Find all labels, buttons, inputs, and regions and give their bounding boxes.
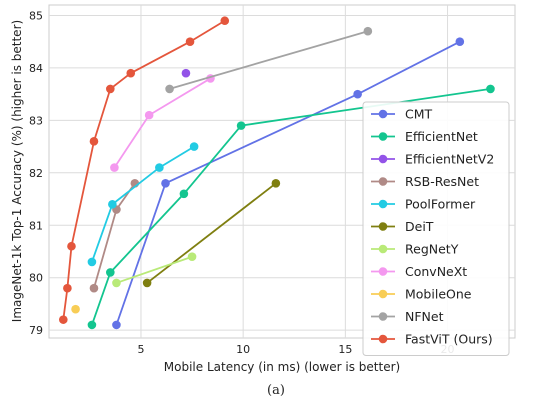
- legend: CMT EfficientNet EfficientNetV2 RSB-ResNet P…: [362, 101, 510, 356]
- x-tick-label: 5: [137, 343, 144, 356]
- legend-marker: [378, 132, 388, 141]
- data-point-cmt: [353, 89, 362, 99]
- series-regnety: [112, 252, 197, 288]
- data-point-efficientnetv2: [181, 68, 191, 78]
- legend-item-mobileone: MobileOne: [371, 287, 472, 302]
- data-point-efficientnet: [179, 189, 189, 199]
- y-tick-label: 83: [29, 114, 43, 127]
- legend-marker: [378, 222, 388, 231]
- legend-label: DeiT: [405, 219, 434, 234]
- x-tick-label: 10: [236, 343, 250, 356]
- data-point-convnext: [110, 163, 119, 172]
- legend-marker: [378, 154, 388, 164]
- data-point-efficientnet: [87, 320, 97, 330]
- data-point-cmt: [112, 320, 121, 330]
- series-fastvit-ours: [59, 16, 230, 324]
- y-tick-label: 82: [29, 167, 43, 180]
- series-convnext: [110, 74, 215, 172]
- series-efficientnet: [87, 84, 495, 330]
- data-point-nfnet: [363, 26, 373, 36]
- data-point-poolformer: [189, 142, 199, 151]
- legend-item-deit: DeiT: [371, 219, 434, 234]
- x-axis-label: Mobile Latency (in ms) (lower is better): [164, 360, 400, 374]
- data-point-regnety: [187, 252, 197, 262]
- data-point-cmt: [161, 178, 170, 188]
- legend-marker: [378, 312, 388, 321]
- series-poolformer: [87, 142, 199, 267]
- legend-label: RSB-ResNet: [405, 174, 479, 189]
- data-point-nfnet: [165, 84, 174, 94]
- legend-marker: [378, 289, 388, 299]
- y-tick-label: 84: [29, 62, 43, 75]
- data-point-deit: [142, 278, 152, 288]
- data-point-regnety: [112, 278, 121, 288]
- series-line-poolformer: [91, 145, 195, 263]
- legend-item-fastvit-ours: FastViT (Ours): [371, 332, 493, 347]
- legend-label: MobileOne: [405, 287, 472, 302]
- data-point-poolformer: [155, 163, 164, 172]
- legend-item-poolformer: PoolFormer: [371, 197, 476, 212]
- series-line-regnety: [116, 255, 193, 284]
- y-tick-label: 80: [29, 272, 43, 285]
- series-line-deit: [146, 182, 277, 284]
- legend-marker: [378, 109, 388, 119]
- data-point-poolformer: [108, 199, 117, 209]
- series-nfnet: [165, 26, 373, 94]
- data-point-fastvit-ours: [67, 241, 76, 251]
- legend-marker: [378, 267, 388, 276]
- figure-caption: (a): [267, 383, 285, 398]
- legend-label: PoolFormer: [405, 197, 476, 212]
- series-line-fastvit-ours: [62, 19, 226, 320]
- series-line-cmt: [115, 40, 461, 326]
- data-point-cmt: [455, 37, 465, 47]
- data-point-poolformer: [87, 257, 97, 267]
- legend-box: [362, 101, 510, 356]
- data-point-fastvit-ours: [185, 37, 195, 47]
- series-mobileone: [71, 304, 80, 314]
- legend-item-rsb-resnet: RSB-ResNet: [371, 174, 479, 189]
- legend-marker: [378, 199, 388, 209]
- legend-label: RegNetY: [405, 242, 459, 257]
- legend-label: NFNet: [405, 309, 444, 324]
- series-line-nfnet: [169, 30, 369, 90]
- data-point-rsb-resnet: [89, 283, 99, 293]
- y-tick-label: 85: [29, 9, 43, 22]
- data-point-mobileone: [71, 304, 80, 314]
- legend-item-cmt: CMT: [371, 107, 433, 122]
- data-point-fastvit-ours: [63, 283, 72, 293]
- y-tick-label: 81: [29, 219, 43, 232]
- legend-item-efficientnetv2: EfficientNetV2: [371, 152, 494, 167]
- data-point-deit: [271, 178, 281, 188]
- series-layer: [59, 16, 495, 330]
- data-point-fastvit-ours: [220, 16, 230, 26]
- legend-label: FastViT (Ours): [405, 332, 493, 347]
- data-point-efficientnet: [236, 121, 246, 130]
- series-deit: [142, 178, 281, 288]
- y-tick-label: 79: [29, 324, 43, 337]
- legend-label: ConvNeXt: [405, 264, 467, 279]
- data-point-convnext: [144, 110, 154, 120]
- legend-label: CMT: [405, 107, 433, 122]
- x-tick-label: 15: [338, 343, 352, 356]
- series-cmt: [112, 37, 465, 330]
- data-point-fastvit-ours: [126, 68, 136, 78]
- data-point-efficientnet: [486, 84, 495, 94]
- legend-item-convnext: ConvNeXt: [371, 264, 467, 279]
- series-efficientnetv2: [181, 68, 191, 78]
- data-point-fastvit-ours: [59, 315, 68, 324]
- legend-marker: [378, 244, 388, 254]
- legend-item-efficientnet: EfficientNet: [371, 129, 478, 144]
- legend-label: EfficientNetV2: [405, 152, 494, 167]
- data-point-efficientnet: [106, 268, 115, 277]
- legend-marker: [378, 334, 388, 344]
- legend-item-nfnet: NFNet: [371, 309, 444, 324]
- legend-marker: [378, 177, 388, 186]
- data-point-fastvit-ours: [106, 84, 115, 94]
- legend-item-regnety: RegNetY: [371, 242, 459, 257]
- legend-label: EfficientNet: [405, 129, 478, 144]
- y-axis-label: ImageNet-1k Top-1 Accuracy (%) (higher i…: [10, 20, 24, 322]
- data-point-fastvit-ours: [89, 137, 99, 146]
